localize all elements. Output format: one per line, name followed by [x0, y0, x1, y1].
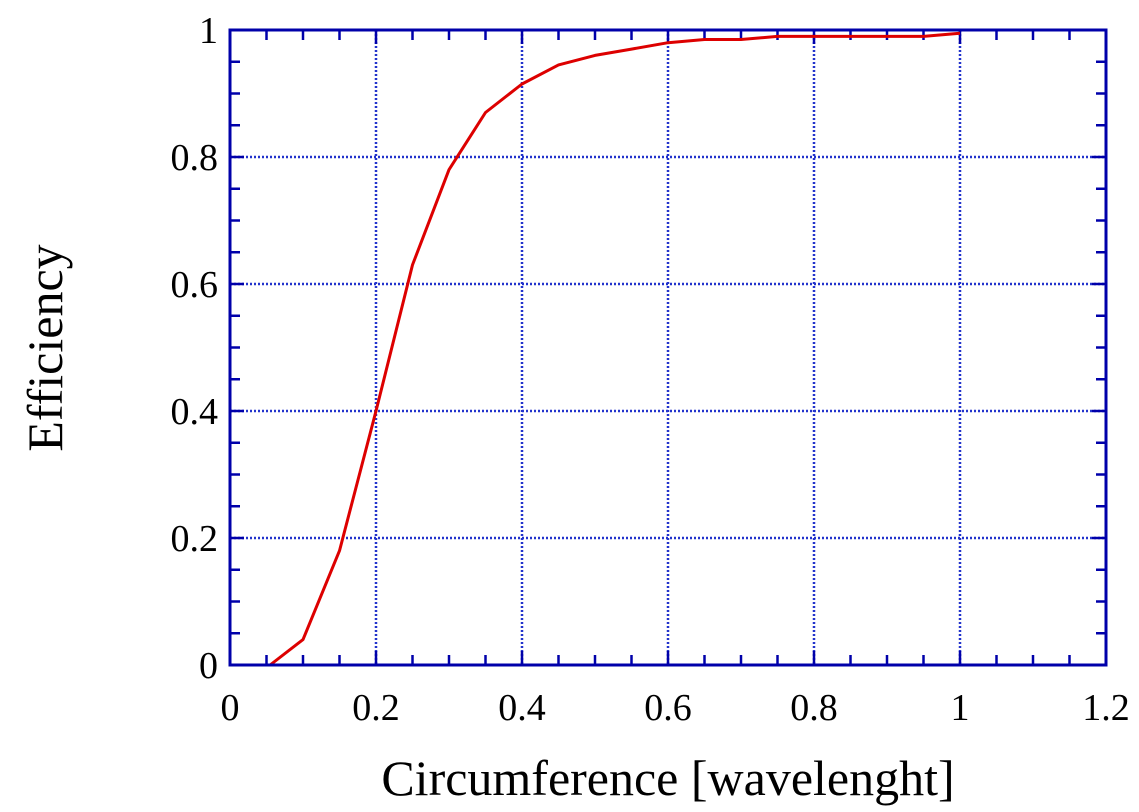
x-tick-labels: 0 0.2 0.4 0.6 0.8 1 1.2	[221, 687, 1130, 729]
ticks-layer	[230, 30, 1106, 665]
x-tick-label: 0.2	[352, 687, 400, 729]
x-tick-label: 0.4	[498, 687, 546, 729]
x-axis-title: Circumference [wavelenght]	[381, 750, 954, 806]
plot-frame	[228, 28, 1108, 667]
y-tick-label: 0.2	[171, 518, 219, 560]
x-tick-label: 0.6	[644, 687, 692, 729]
series-line-efficiency	[269, 31, 961, 667]
y-tick-label: 0.8	[171, 137, 219, 179]
x-tick-label: 0.8	[790, 687, 838, 729]
y-axis-title: Efficiency	[17, 244, 73, 451]
series-layer	[269, 31, 961, 667]
x-tick-label: 1	[951, 687, 970, 729]
y-tick-labels: 0 0.2 0.4 0.6 0.8 1	[171, 10, 219, 687]
y-tick-label: 0.4	[171, 391, 219, 433]
grid-layer	[230, 30, 1106, 665]
y-tick-label: 0.6	[171, 264, 219, 306]
x-tick-label: 1.2	[1082, 687, 1130, 729]
y-tick-label: 1	[199, 10, 218, 52]
x-tick-label: 0	[221, 687, 240, 729]
y-tick-label: 0	[199, 645, 218, 687]
